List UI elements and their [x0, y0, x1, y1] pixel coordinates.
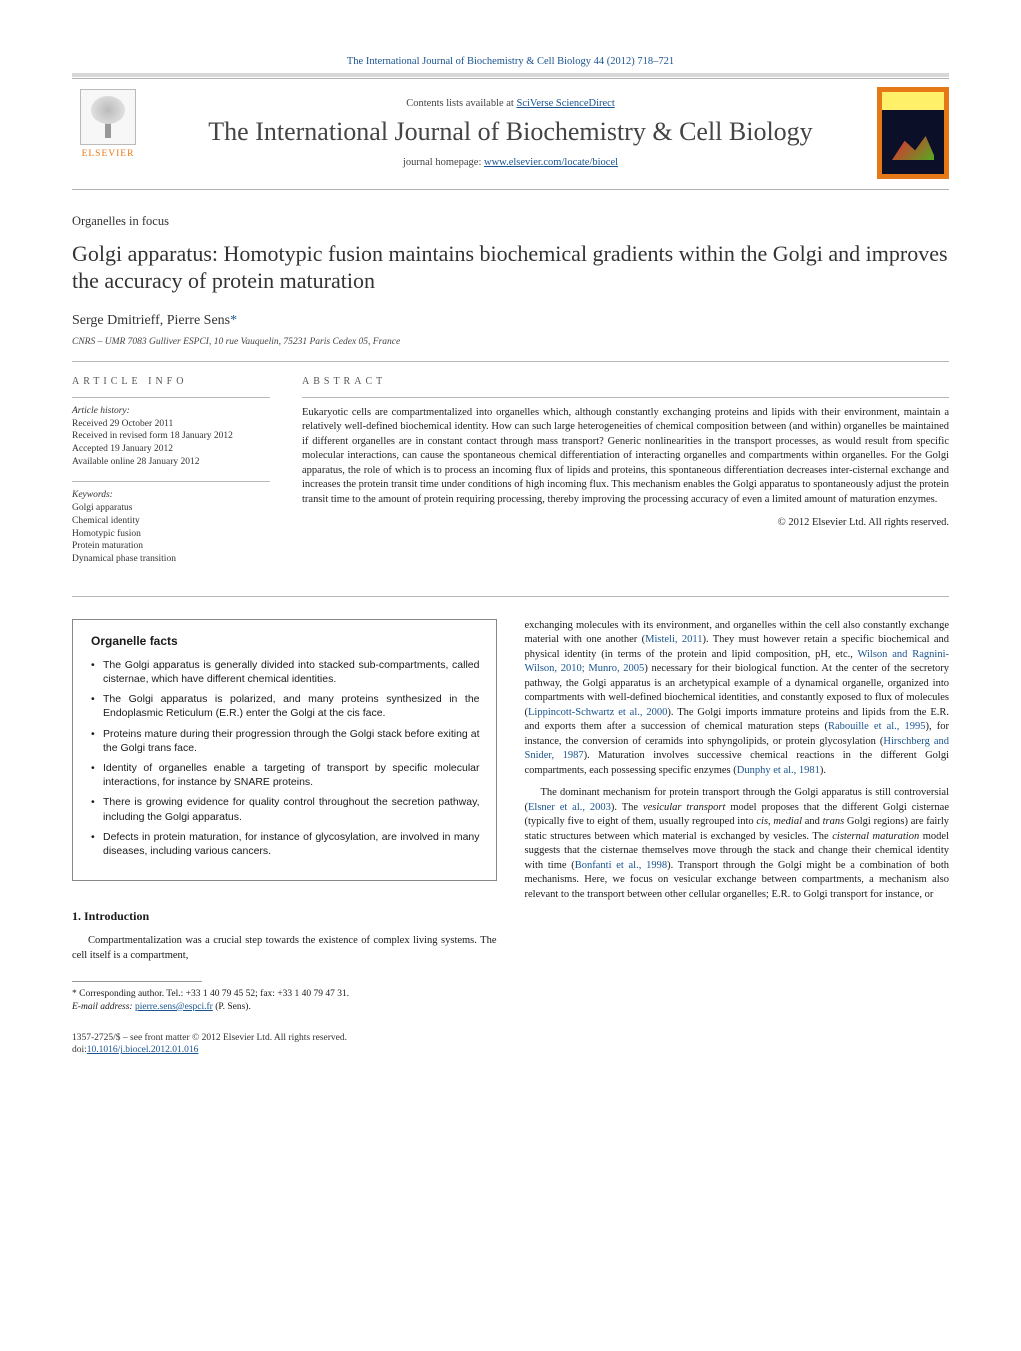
organelle-facts-box: Organelle facts The Golgi apparatus is g… — [72, 619, 497, 881]
abstract-text: Eukaryotic cells are compartmentalized i… — [302, 406, 949, 507]
sciencedirect-link[interactable]: SciVerse ScienceDirect — [516, 98, 614, 109]
fact-item: There is growing evidence for quality co… — [91, 795, 480, 823]
abstract-rule — [302, 397, 949, 398]
citation-link[interactable]: Lippincott-Schwartz et al., 2000 — [528, 707, 667, 718]
journal-cover-thumbnail — [877, 87, 949, 179]
journal-homepage-link[interactable]: www.elsevier.com/locate/biocel — [484, 157, 618, 168]
history-online: Available online 28 January 2012 — [72, 456, 270, 469]
organelle-facts-list: The Golgi apparatus is generally divided… — [91, 658, 480, 858]
abstract-copyright: © 2012 Elsevier Ltd. All rights reserved… — [302, 517, 949, 528]
authors-names: Serge Dmitrieff, Pierre Sens — [72, 313, 230, 328]
footnote-rule — [72, 981, 202, 982]
em-cis: cis — [756, 816, 768, 827]
citation-link[interactable]: Dunphy et al., 1981 — [737, 765, 820, 776]
history-accepted: Accepted 19 January 2012 — [72, 443, 270, 456]
article-section-label: Organelles in focus — [72, 214, 949, 229]
intro-paragraph-1: Compartmentalization was a crucial step … — [72, 934, 497, 963]
email-label: E-mail address: — [72, 1002, 133, 1012]
em-vesicular: vesicular transport — [643, 802, 725, 813]
fact-item: Defects in protein maturation, for insta… — [91, 830, 480, 858]
affiliation: CNRS – UMR 7083 Gulliver ESPCI, 10 rue V… — [72, 337, 949, 347]
section-heading-introduction: 1. Introduction — [72, 909, 497, 924]
article-info-head: ARTICLE INFO — [72, 376, 270, 387]
article-info-column: ARTICLE INFO Article history: Received 2… — [72, 376, 270, 578]
keywords-block: Keywords: Golgi apparatus Chemical ident… — [72, 490, 270, 566]
doi-line: doi:10.1016/j.biocel.2012.01.016 — [72, 1044, 497, 1057]
keyword-2: Chemical identity — [72, 515, 270, 528]
journal-header: ELSEVIER Contents lists available at Sci… — [72, 78, 949, 190]
keywords-label: Keywords: — [72, 490, 270, 500]
p2-b: ). The — [611, 802, 643, 813]
intro-p1-text: Compartmentalization was a crucial step … — [72, 935, 497, 960]
keyword-4: Protein maturation — [72, 540, 270, 553]
body-two-columns: Organelle facts The Golgi apparatus is g… — [72, 619, 949, 1057]
keyword-1: Golgi apparatus — [72, 502, 270, 515]
history-revised: Received in revised form 18 January 2012 — [72, 430, 270, 443]
article-info-rule — [72, 397, 270, 398]
em-medial: medial — [773, 816, 802, 827]
em-cisternal-maturation: cisternal maturation — [832, 831, 919, 842]
contents-prefix: Contents lists available at — [406, 98, 516, 109]
article-title: Golgi apparatus: Homotypic fusion mainta… — [72, 241, 949, 295]
top-rule — [72, 73, 949, 77]
keyword-3: Homotypic fusion — [72, 528, 270, 541]
organelle-facts-title: Organelle facts — [91, 634, 480, 648]
corresponding-author-footnote: * Corresponding author. Tel.: +33 1 40 7… — [72, 988, 497, 1014]
body-paragraph-1: exchanging molecules with its environmen… — [525, 619, 950, 778]
article-history-label: Article history: — [72, 406, 270, 416]
fact-item: The Golgi apparatus is generally divided… — [91, 658, 480, 686]
rule-below-abstract — [72, 596, 949, 597]
elsevier-tree-icon — [80, 89, 136, 145]
meta-abstract-row: ARTICLE INFO Article history: Received 2… — [72, 362, 949, 596]
issn-line: 1357-2725/$ – see front matter © 2012 El… — [72, 1032, 497, 1045]
homepage-prefix: journal homepage: — [403, 157, 484, 168]
fact-item: Proteins mature during their progression… — [91, 727, 480, 755]
abstract-column: ABSTRACT Eukaryotic cells are compartmen… — [302, 376, 949, 578]
p1-g: ). — [820, 765, 826, 776]
doi-label: doi: — [72, 1045, 87, 1055]
elsevier-logo: ELSEVIER — [72, 89, 144, 177]
fact-item: Identity of organelles enable a targetin… — [91, 761, 480, 789]
email-who: (P. Sens). — [215, 1002, 251, 1012]
left-column: Organelle facts The Golgi apparatus is g… — [72, 619, 497, 1057]
citation-link[interactable]: Misteli, 2011 — [645, 634, 702, 645]
page-footer: 1357-2725/$ – see front matter © 2012 El… — [72, 1032, 497, 1058]
page: The International Journal of Biochemistr… — [0, 0, 1021, 1097]
corresponding-author-marker[interactable]: * — [230, 313, 237, 328]
em-trans: trans — [823, 816, 845, 827]
body-paragraph-2: The dominant mechanism for protein trans… — [525, 786, 950, 902]
keyword-5: Dynamical phase transition — [72, 553, 270, 566]
authors-line: Serge Dmitrieff, Pierre Sens* — [72, 313, 949, 329]
p2-e: and — [802, 816, 823, 827]
header-center: Contents lists available at SciVerse Sci… — [160, 98, 861, 168]
article-history: Article history: Received 29 October 201… — [72, 406, 270, 469]
fact-text: Proteins mature during their progression… — [103, 728, 480, 754]
history-received: Received 29 October 2011 — [72, 418, 270, 431]
citation-link[interactable]: Elsner et al., 2003 — [528, 802, 611, 813]
doi-link[interactable]: 10.1016/j.biocel.2012.01.016 — [87, 1045, 199, 1055]
corresponding-email-link[interactable]: pierre.sens@espci.fr — [135, 1002, 213, 1012]
corr-author-text: Corresponding author. Tel.: +33 1 40 79 … — [79, 989, 349, 999]
journal-name: The International Journal of Biochemistr… — [160, 117, 861, 147]
abstract-head: ABSTRACT — [302, 376, 949, 387]
right-column: exchanging molecules with its environmen… — [525, 619, 950, 1057]
running-head: The International Journal of Biochemistr… — [72, 56, 949, 67]
fact-text: The Golgi apparatus is polarized, and ma… — [103, 693, 480, 719]
citation-link[interactable]: Bonfanti et al., 1998 — [575, 860, 667, 871]
keywords-rule — [72, 481, 270, 482]
elsevier-wordmark: ELSEVIER — [82, 149, 135, 159]
fact-item: The Golgi apparatus is polarized, and ma… — [91, 692, 480, 720]
contents-available-line: Contents lists available at SciVerse Sci… — [160, 98, 861, 109]
journal-homepage-line: journal homepage: www.elsevier.com/locat… — [160, 157, 861, 168]
citation-link[interactable]: Rabouille et al., 1995 — [828, 721, 926, 732]
